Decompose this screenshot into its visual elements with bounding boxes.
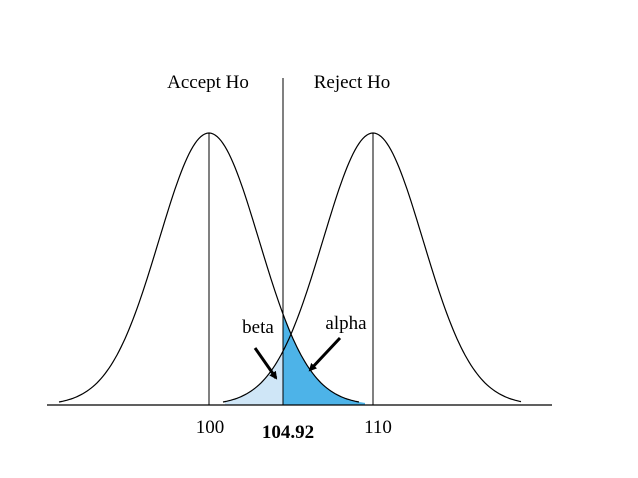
beta-arrow	[253, 347, 278, 380]
beta-area	[225, 351, 283, 405]
axis-label: 110	[364, 417, 392, 438]
accept-label: Accept Ho	[167, 72, 249, 93]
reject-label: Reject Ho	[314, 72, 391, 93]
alpha-arrow	[308, 336, 342, 372]
beta-label: beta	[242, 317, 274, 338]
axis-label: 100	[196, 417, 225, 438]
alpha-area	[283, 314, 365, 405]
alpha-label: alpha	[325, 313, 367, 334]
h1-curve	[222, 132, 522, 403]
cutoff-label: 104.92	[262, 422, 314, 443]
